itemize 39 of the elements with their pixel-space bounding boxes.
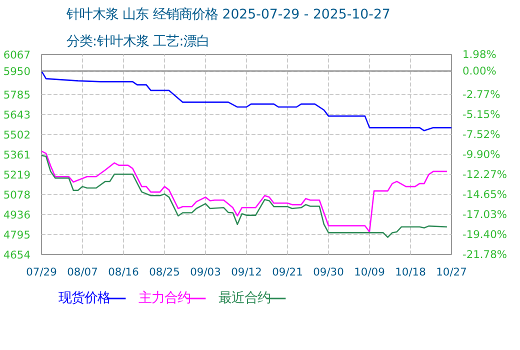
y-tick-label: 5078 [3, 188, 31, 202]
y-tick-label: 4936 [3, 208, 31, 222]
chart-subtitle: 分类:针叶木浆 工艺:漂白 [66, 34, 210, 50]
x-tick-label: 10/18 [395, 266, 426, 278]
y-tick-label: 5950 [3, 65, 31, 78]
y-tick-label: 5785 [3, 88, 31, 102]
legend-label: 最近合约 [218, 291, 270, 306]
x-tick-label: 08/25 [149, 266, 180, 278]
legend-label: 主力合约 [138, 290, 190, 306]
x-tick-label: 07/29 [26, 266, 58, 278]
y2-tick-label: -12.27% [462, 168, 507, 181]
y2-tick-label: -17.03% [462, 208, 507, 222]
y-tick-label: 6067 [3, 48, 31, 62]
y2-tick-label: -2.77% [462, 88, 500, 101]
chart-title: 针叶木浆 山东 经销商价格 2025-07-29 - 2025-10-27 [66, 8, 390, 22]
x-tick-label: 09/12 [231, 266, 262, 278]
y2-tick-label: 0.00% [462, 64, 496, 78]
y-tick-label: 5219 [3, 168, 31, 182]
y-tick-label: 5502 [3, 128, 31, 142]
y2-tick-label: -7.52% [462, 128, 500, 141]
y2-tick-label: -19.40% [462, 228, 507, 241]
y2-tick-label: -9.90% [462, 148, 500, 161]
y-tick-label: 5361 [3, 148, 31, 162]
y2-tick-label: 1.98% [462, 48, 496, 61]
y2-tick-label: -14.65% [462, 188, 507, 201]
y-tick-label: 5643 [3, 108, 31, 122]
x-tick-label: 08/16 [108, 266, 140, 278]
x-tick-label: 09/21 [272, 266, 303, 278]
y2-tick-label: -5.15% [462, 108, 500, 122]
y-tick-label: 4654 [3, 248, 31, 262]
x-tick-label: 08/07 [67, 266, 98, 278]
x-tick-label: 10/27 [436, 266, 467, 278]
y2-tick-label: -21.78% [462, 248, 507, 261]
y-tick-label: 4795 [3, 228, 31, 242]
x-tick-label: 09/30 [313, 266, 344, 278]
legend-label: 现货价格 [58, 291, 110, 306]
line-series [42, 70, 452, 132]
x-tick-label: 10/09 [354, 266, 386, 278]
x-tick-label: 09/03 [190, 266, 221, 278]
